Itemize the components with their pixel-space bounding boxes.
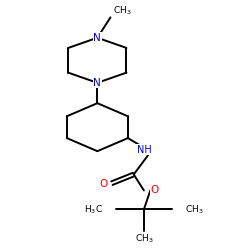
Text: CH$_3$: CH$_3$ (184, 203, 203, 215)
Text: H$_3$C: H$_3$C (84, 203, 103, 215)
Text: O: O (100, 179, 108, 189)
Text: CH$_3$: CH$_3$ (113, 5, 132, 17)
Text: NH: NH (136, 145, 151, 155)
Text: N: N (94, 33, 101, 43)
Text: CH$_3$: CH$_3$ (134, 232, 153, 245)
Text: N: N (94, 78, 101, 88)
Text: O: O (150, 184, 158, 194)
